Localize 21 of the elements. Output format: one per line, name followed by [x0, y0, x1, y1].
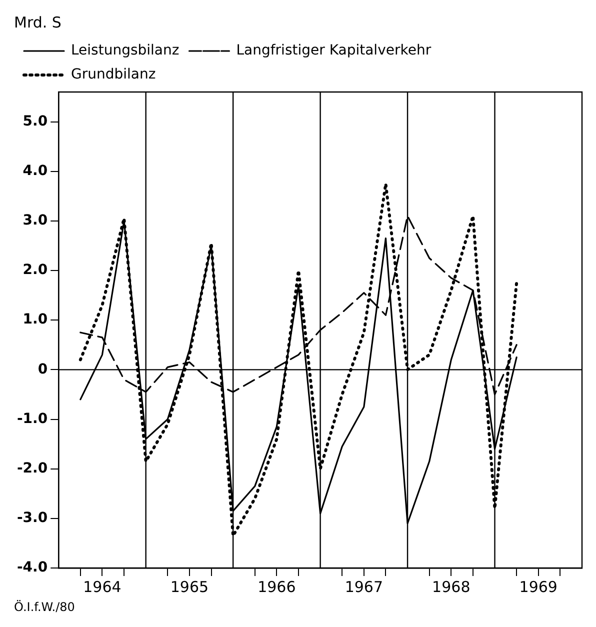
y-tick-label: 4.0 — [22, 162, 48, 179]
x-tick-label: 1965 — [170, 578, 209, 596]
y-tick-label: -1.0 — [16, 410, 48, 427]
x-tick-label: 1966 — [258, 578, 296, 596]
text: Ö.I.f.W./80 — [14, 600, 75, 614]
y-tick-label: 0 — [38, 361, 48, 378]
x-tick-label: 1968 — [432, 578, 470, 596]
y-tick-label: 1.0 — [22, 312, 48, 328]
y-tick-label: -3.0 — [16, 510, 48, 526]
y-tick-label: -2.0 — [16, 460, 48, 476]
y-tick-label: -4.0 — [16, 560, 48, 576]
y-tick-label: 3.0 — [22, 212, 48, 229]
y-tick-label: 5.0 — [22, 113, 48, 130]
x-tick-label: 1964 — [83, 578, 122, 596]
legend-label: Grundbilanz — [71, 66, 156, 83]
legend-label: Langfristiger Kapitalverkehr — [236, 42, 432, 59]
x-tick-label: 1969 — [519, 578, 558, 596]
y-axis-title: Mrd. S — [14, 13, 62, 32]
y-tick-label: 2.0 — [22, 262, 48, 278]
legend-label: Leistungsbilanz — [71, 42, 180, 59]
x-tick-label: 1967 — [344, 578, 384, 596]
